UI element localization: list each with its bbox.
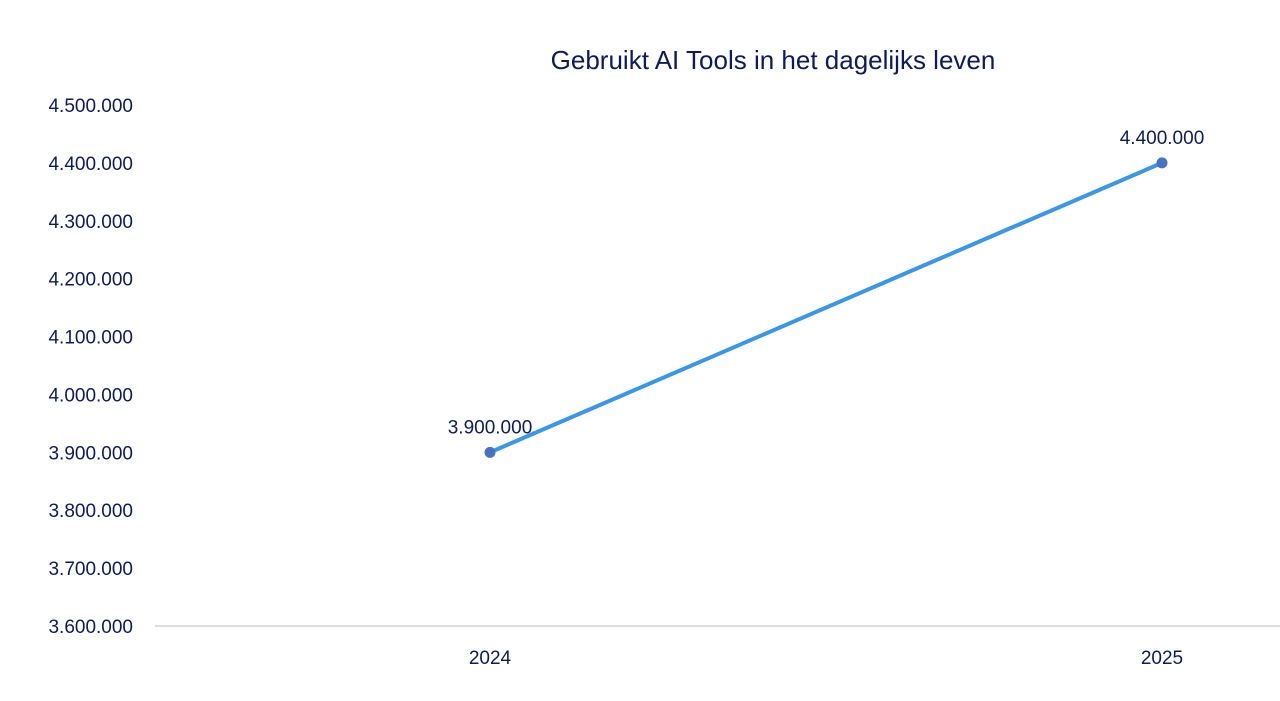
y-tick-label: 4.100.000 [48, 328, 133, 349]
series-group [484, 157, 1168, 458]
x-axis-ticks: 2024 2025 [469, 648, 1183, 669]
x-tick-label: 2025 [1141, 648, 1183, 669]
chart-title: Gebruikt AI Tools in het dagelijks leven [551, 45, 996, 75]
data-labels: 3.900.000 4.400.000 [448, 128, 1205, 438]
y-tick-label: 4.400.000 [48, 154, 133, 175]
y-axis-ticks: 3.600.000 3.700.000 3.800.000 3.900.000 4.00… [48, 96, 133, 638]
y-tick-label: 3.900.000 [48, 443, 133, 464]
y-tick-label: 3.700.000 [48, 559, 133, 580]
data-point [1156, 157, 1168, 169]
y-tick-label: 4.200.000 [48, 270, 133, 291]
data-label: 4.400.000 [1120, 128, 1205, 149]
x-tick-label: 2024 [469, 648, 512, 669]
y-tick-label: 4.000.000 [48, 385, 133, 406]
y-tick-label: 4.300.000 [48, 212, 133, 233]
data-label: 3.900.000 [448, 417, 533, 438]
y-tick-label: 4.500.000 [48, 96, 133, 117]
data-point [484, 446, 496, 458]
y-tick-label: 3.800.000 [48, 501, 133, 522]
series-line [488, 160, 1164, 455]
y-tick-label: 3.600.000 [48, 617, 133, 638]
